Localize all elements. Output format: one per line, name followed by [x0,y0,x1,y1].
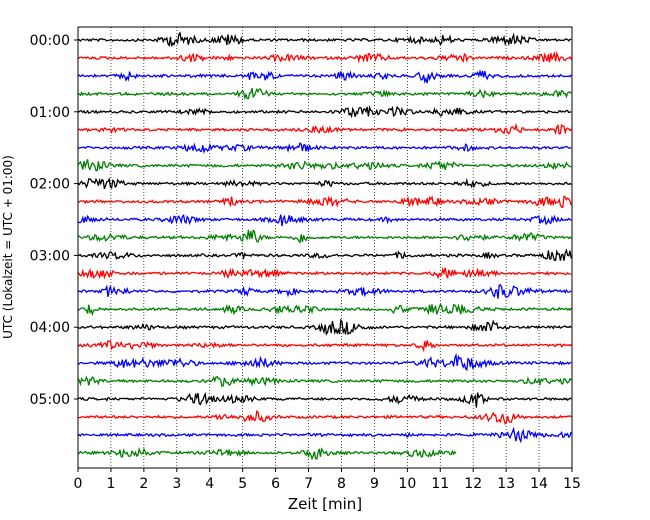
trace-line [77,375,572,388]
y-tick-label: 04:00 [30,320,70,336]
trace-line [77,340,572,353]
x-tick-label: 6 [271,476,280,492]
x-axis-label: Zeit [min] [288,495,362,513]
x-tick-label: 13 [497,476,515,492]
x-tick-label: 11 [431,476,449,492]
trace-line [77,50,572,64]
trace-line [77,87,572,101]
trace-line [77,391,572,408]
x-tick-label: 8 [337,476,346,492]
x-tick-label: 1 [106,476,115,492]
y-tick-label: 05:00 [30,392,70,408]
x-tick-label: 4 [205,476,214,492]
y-tick-label: 03:00 [30,248,70,264]
axes-frame [77,26,573,469]
trace-line [77,426,572,444]
trace-line [77,159,572,172]
x-tick-label: 14 [530,476,548,492]
x-tick-label: 15 [563,476,581,492]
x-tick-label: 7 [304,476,313,492]
y-tick-label: 02:00 [30,177,70,193]
x-tick-label: 3 [172,476,181,492]
trace-line [77,31,572,48]
trace-line [77,177,572,190]
trace-line [77,284,572,299]
trace-line [77,122,572,135]
trace-line [77,229,572,244]
trace-line [77,302,572,317]
trace-line [77,266,572,280]
trace-line [77,213,572,227]
trace-line [77,248,572,261]
trace-line [77,410,572,425]
x-tick-label: 9 [370,476,379,492]
trace-line [77,69,572,84]
trace-line [77,104,572,119]
trace-line [77,318,572,336]
trace-line [77,195,572,209]
y-axis-label: UTC (Lokalzeit = UTC + 01:00) [1,155,15,339]
y-tick-label: 01:00 [30,105,70,121]
plot-area [77,27,572,468]
trace-line [77,142,572,155]
y-tick-label: 00:00 [30,33,70,49]
trace-line [77,352,572,372]
x-tick-label: 0 [74,476,83,492]
x-tick-label: 12 [464,476,482,492]
ticks-layer: 0 1 2 3 4 5 6 7 8 9 10 11 12 13 14 1500:0001:0002:0003:… [30,26,581,492]
trace-line [77,447,457,461]
x-tick-label: 2 [139,476,148,492]
x-tick-label: 10 [398,476,416,492]
x-tick-label: 5 [238,476,247,492]
